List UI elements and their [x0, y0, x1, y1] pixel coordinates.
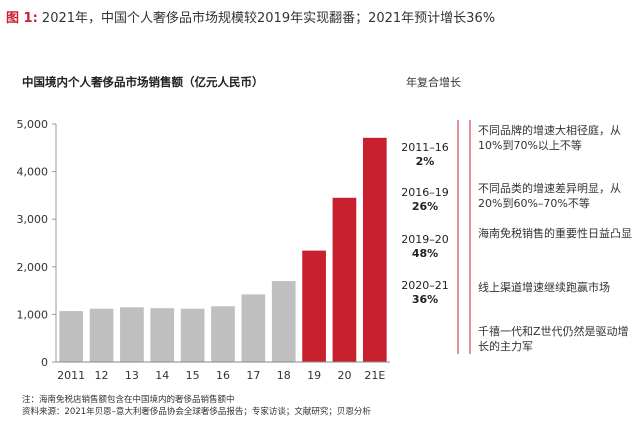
x-tick-label: 20 — [337, 369, 351, 382]
note-text: 线上渠道增速继续跑赢市场 — [478, 281, 610, 294]
bar — [59, 311, 84, 362]
cagr-period: 2016–19 — [401, 186, 449, 199]
x-tick-label: 18 — [277, 369, 291, 382]
y-tick-label: 5,000 — [17, 118, 49, 131]
cagr-item: 2020–21 36% — [395, 279, 455, 307]
note-text: 海南免税销售的重要性日益凸显 — [478, 227, 632, 240]
cagr-period: 2019–20 — [401, 233, 449, 246]
x-tick-label: 21E — [364, 369, 385, 382]
bar — [241, 294, 266, 362]
x-tick-label: 12 — [95, 369, 109, 382]
bar — [271, 281, 296, 362]
note-text: 不同品类的增速差异明显，从20%到60%–70%不等 — [478, 182, 621, 210]
figure-title-text: 2021年，中国个人奢侈品市场规模较2019年实现翻番；2021年预计增长36% — [41, 11, 496, 26]
y-tick-label: 3,000 — [17, 213, 49, 226]
footnote-note: 注：海南免税店销售额包含在中国境内的奢侈品销售额中 — [22, 395, 235, 405]
bar — [180, 308, 205, 362]
note-text: 不同品牌的增速大相径庭，从10%到70%以上不等 — [478, 124, 621, 152]
x-tick-label: 13 — [125, 369, 139, 382]
y-tick-label: 1,000 — [17, 308, 49, 321]
bar — [120, 307, 144, 362]
note-text: 千禧一代和Z世代仍然是驱动增长的主力军 — [478, 325, 629, 353]
cagr-period: 2011–16 — [401, 141, 449, 154]
cagr-item: 2019–20 48% — [395, 233, 455, 261]
cagr-value: 26% — [411, 200, 439, 213]
bar — [211, 306, 235, 362]
bar — [332, 197, 357, 362]
cagr-value: 36% — [411, 293, 439, 306]
cagr-value: 48% — [411, 247, 439, 260]
footnote-source: 资料来源：2021年贝恩–意大利奢侈品协会全球奢侈品报告；专家访谈；文献研究；贝… — [22, 407, 371, 417]
x-tick-label: 15 — [186, 369, 200, 382]
chart-title: 中国境内个人奢侈品市场销售额（亿元人民币） — [22, 75, 264, 89]
cagr-header: 年复合增长 — [406, 76, 461, 89]
cagr-item: 2016–19 26% — [395, 186, 455, 214]
x-tick-label: 19 — [307, 369, 321, 382]
bar — [150, 308, 175, 362]
x-tick-label: 16 — [216, 369, 230, 382]
bar — [362, 137, 387, 362]
bar — [302, 250, 326, 362]
figure-number: 图 1: — [6, 11, 38, 26]
x-tick-label: 14 — [155, 369, 169, 382]
bar — [89, 308, 114, 362]
figure-title: 图 1: 2021年，中国个人奢侈品市场规模较2019年实现翻番；2021年预计… — [6, 7, 495, 26]
cagr-item: 2011–16 2% — [395, 141, 455, 169]
cagr-period: 2020–21 — [401, 279, 449, 292]
y-tick-label: 2,000 — [17, 261, 49, 274]
cagr-value: 2% — [415, 155, 435, 168]
x-tick-label: 2011 — [57, 369, 85, 382]
y-tick-label: 4,000 — [17, 166, 49, 179]
x-tick-label: 17 — [246, 369, 260, 382]
y-tick-label: 0 — [41, 356, 48, 369]
